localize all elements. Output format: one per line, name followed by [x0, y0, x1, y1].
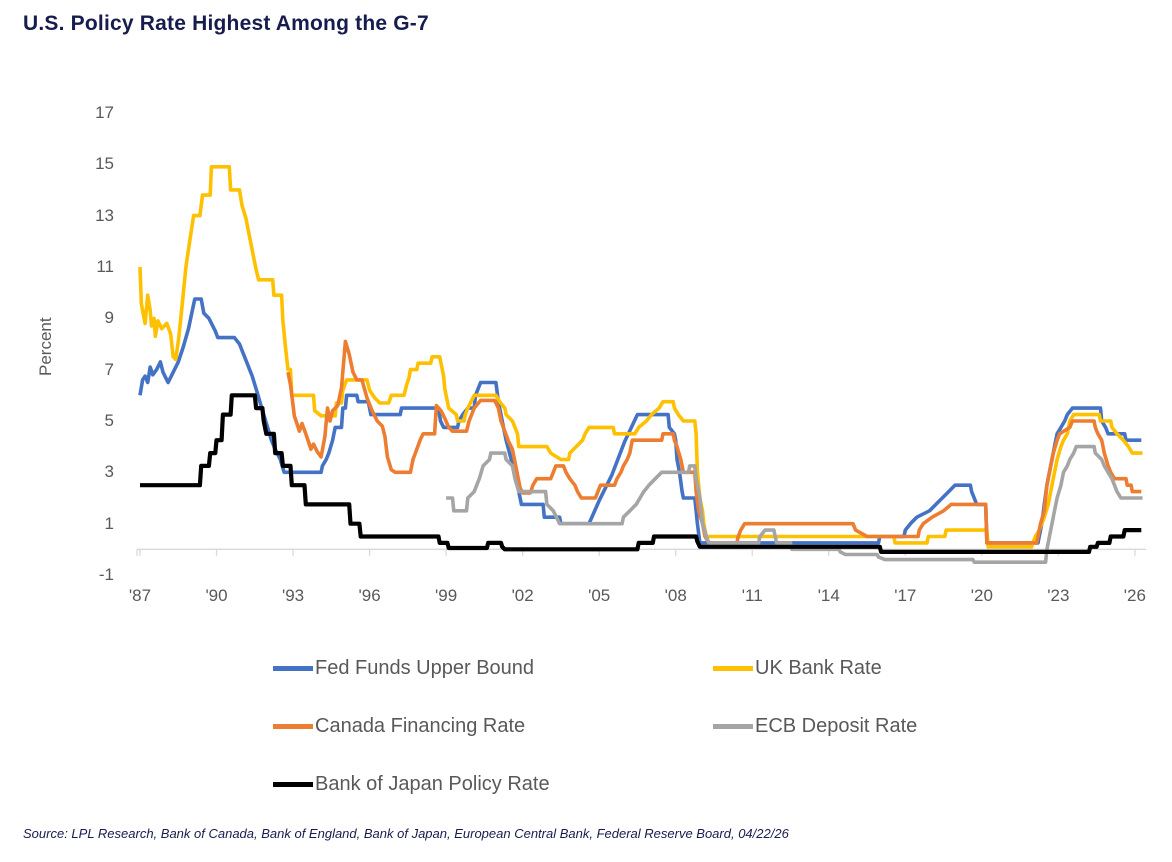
y-axis-tick-label: 15	[95, 154, 114, 174]
x-axis-tick-label: '20	[970, 586, 993, 605]
legend-item-canada-financing: Canada Financing Rate	[273, 706, 713, 746]
series-line-1	[138, 165, 1143, 549]
series-line-2	[286, 339, 1142, 545]
y-axis-tick-label: 17	[95, 102, 114, 122]
y-axis-title: Percent	[36, 317, 55, 377]
x-axis-tick-label: '90	[205, 586, 228, 605]
y-axis-tick-label: -1	[98, 565, 114, 584]
legend-label-fed-funds: Fed Funds Upper Bound	[315, 656, 535, 679]
legend-item-ecb-deposit: ECB Deposit Rate	[713, 706, 1133, 746]
series-line-0	[138, 297, 1142, 545]
x-axis-tick-label: '23	[1047, 586, 1070, 605]
series-line-4	[140, 393, 1142, 555]
x-axis-tick-label: '14	[817, 586, 840, 605]
legend-swatch-ecb-deposit	[713, 723, 753, 729]
y-axis-tick-label: 7	[104, 359, 114, 379]
series-line-3	[446, 444, 1143, 565]
x-axis-tick-label: '96	[358, 586, 381, 605]
line-chart-canvas	[136, 165, 1146, 565]
source-note: Source: LPL Research, Bank of Canada, Ba…	[23, 826, 789, 841]
chart-legend: Fed Funds Upper Bound UK Bank Rate Canad…	[273, 648, 1133, 804]
page-title: U.S. Policy Rate Highest Among the G-7	[23, 12, 429, 35]
y-axis-tick-label: 11	[96, 256, 114, 276]
legend-label-ecb-deposit: ECB Deposit Rate	[755, 714, 918, 737]
legend-swatch-canada-financing	[273, 723, 313, 729]
x-axis-tick-label: '26	[1123, 586, 1146, 605]
x-axis-tick-label: '87	[128, 586, 152, 605]
x-axis-tick-label: '93	[281, 586, 305, 605]
x-axis-tick-label: '02	[511, 586, 534, 605]
y-axis-tick-label: 5	[104, 410, 114, 430]
x-axis-tick-label: '11	[741, 586, 763, 605]
legend-label-uk-bank-rate: UK Bank Rate	[755, 656, 882, 679]
legend-swatch-uk-bank-rate	[713, 665, 753, 671]
y-axis-tick-label: 1	[104, 513, 114, 533]
legend-label-boj-policy: Bank of Japan Policy Rate	[315, 772, 550, 795]
x-axis-tick-label: '05	[588, 586, 611, 605]
legend-swatch-fed-funds	[273, 665, 313, 671]
y-axis-tick-label: 9	[104, 308, 114, 328]
legend-swatch-boj-policy	[273, 781, 313, 787]
y-axis-tick-label: 3	[104, 462, 114, 482]
x-axis-tick-label: '99	[435, 586, 458, 605]
legend-item-boj-policy: Bank of Japan Policy Rate	[273, 764, 713, 804]
y-axis-tick-label: 13	[95, 205, 114, 225]
legend-label-canada-financing: Canada Financing Rate	[315, 714, 526, 737]
legend-item-uk-bank-rate: UK Bank Rate	[713, 648, 1133, 688]
legend-item-fed-funds: Fed Funds Upper Bound	[273, 648, 713, 688]
x-axis-tick-label: '08	[664, 586, 687, 605]
x-axis-tick-label: '17	[894, 586, 917, 605]
